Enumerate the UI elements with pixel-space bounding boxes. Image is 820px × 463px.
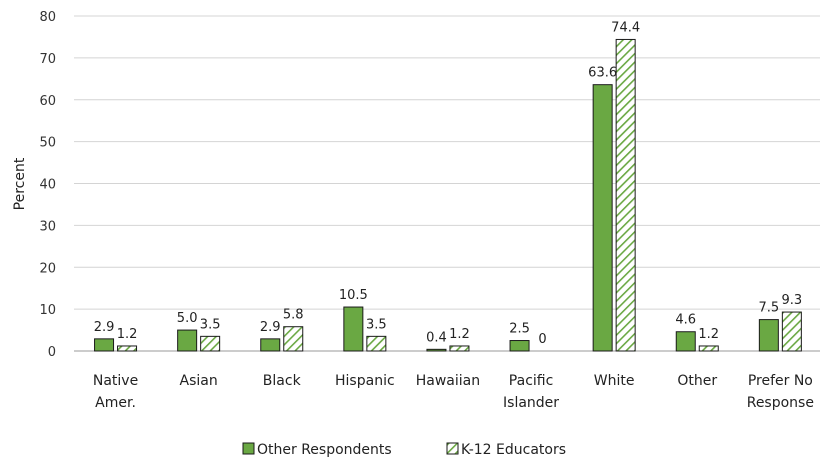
other-respondents-bar [758,319,779,352]
x-category-label: Islander [503,395,559,411]
k12-educators-bar [449,345,470,352]
other-respondents-bar [260,338,281,352]
k12-educators-bar [615,38,636,352]
other-respondents-bar [177,329,198,352]
x-category-label: Native [93,373,138,389]
data-label: 5.8 [283,308,304,323]
k12-educators-bar [698,345,719,352]
data-label: 10.5 [339,288,368,303]
k12-educators-bar [366,335,387,352]
data-label: 74.4 [611,20,640,35]
data-label: 2.9 [260,320,281,335]
y-tick-label: 50 [39,136,56,151]
x-category-label: White [594,373,635,389]
data-label: 3.5 [200,317,221,332]
data-label: 1.2 [117,327,138,342]
x-category-label: Response [747,395,814,411]
legend-label: K-12 Educators [461,442,566,458]
other-respondents-bar [675,331,696,352]
legend: Other Respondents K-12 Educators [242,442,566,458]
x-category-label: Hispanic [335,373,395,389]
data-label: 5.0 [177,311,198,326]
data-label: 7.5 [759,301,780,316]
x-category-label: Black [263,373,302,389]
other-respondents-bar [509,340,530,352]
x-category-label: Hawaiian [416,373,480,389]
legend-swatch [242,442,255,455]
other-respondents-bar [592,84,613,352]
k12-educators-bar [781,311,802,352]
x-category-label: Asian [180,373,218,389]
y-tick-label: 40 [39,178,56,193]
data-label: 1.2 [698,327,719,342]
k12-educators-bar [200,335,221,352]
data-label: 9.3 [782,293,803,308]
data-label: 3.5 [366,317,387,332]
data-label: 1.2 [449,327,470,342]
y-tick-label: 80 [39,10,56,25]
data-label: 0 [538,332,546,347]
legend-label: Other Respondents [257,442,392,458]
other-respondents-bar [94,338,115,352]
data-label: 63.6 [588,66,617,81]
k12-educators-bar [117,345,138,352]
other-respondents-bar [426,348,447,352]
k12-educators-bar [283,326,304,352]
legend-swatch [446,442,459,455]
y-axis-label: Percent [12,157,28,210]
data-label: 2.9 [94,320,115,335]
y-tick-label: 20 [39,261,56,276]
gridlines [74,15,820,310]
y-tick-label: 0 [48,345,56,360]
labels: 2.9 1.25.0 3.5 2.95.810.53.50.4 1.2 2.5063.67… [94,20,802,347]
x-category-label: Pacific [509,373,554,389]
y-tick-label: 10 [39,303,56,318]
y-tick-label: 70 [39,52,56,67]
y-tick-label: 30 [39,219,56,234]
data-label: 2.5 [509,322,530,337]
data-label: 4.6 [675,313,696,328]
x-category-label: Other [677,373,717,389]
x-category-label: Amer. [95,395,136,411]
x-category-label: Prefer No [748,373,813,389]
other-respondents-bar [343,306,364,352]
axes: 0 10 20 30 40 50 60 70 80 Native Amer. Asian Black Hi… [39,10,820,411]
data-label: 0.4 [426,330,447,345]
bars [94,38,802,352]
y-tick-label: 60 [39,94,56,109]
